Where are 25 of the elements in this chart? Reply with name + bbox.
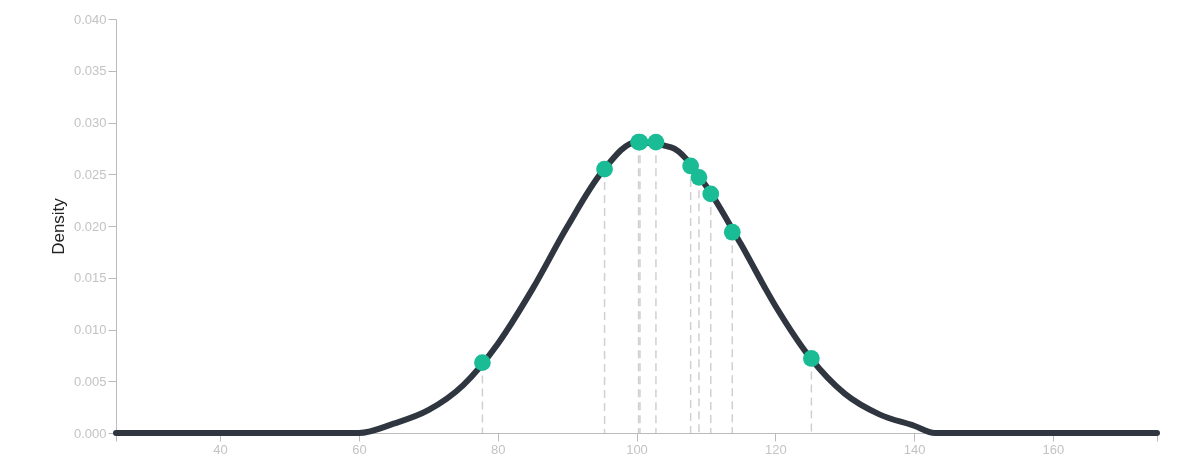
x-tick-label: 160 xyxy=(1042,441,1065,457)
y-axis-title: Density xyxy=(48,197,68,255)
y-tick-label: 0.005 xyxy=(73,373,107,389)
y-tick-label: 0.020 xyxy=(73,218,107,234)
x-tick-label: 60 xyxy=(352,441,367,457)
x-tick-label: 40 xyxy=(213,441,228,457)
point xyxy=(803,350,820,367)
y-tick-label: 0.010 xyxy=(73,322,107,337)
y-tick-label: 0.000 xyxy=(73,425,107,441)
x-tick-label: 140 xyxy=(903,441,926,457)
x-tick-label: 100 xyxy=(626,441,648,457)
y-tick-label: 0.025 xyxy=(73,166,107,182)
x-tick-label: 80 xyxy=(490,441,506,457)
y-tick-label: 0.040 xyxy=(73,11,107,27)
y-tick-label: 0.015 xyxy=(73,270,107,286)
point xyxy=(596,160,613,178)
point xyxy=(690,169,708,186)
x-tick-label: 120 xyxy=(764,441,787,457)
y-tick-label: 0.035 xyxy=(73,63,107,79)
point xyxy=(723,223,741,241)
point xyxy=(682,157,699,175)
point xyxy=(647,133,665,151)
y-tick-label: 0.030 xyxy=(73,115,107,130)
point xyxy=(702,185,720,203)
point xyxy=(474,354,491,371)
